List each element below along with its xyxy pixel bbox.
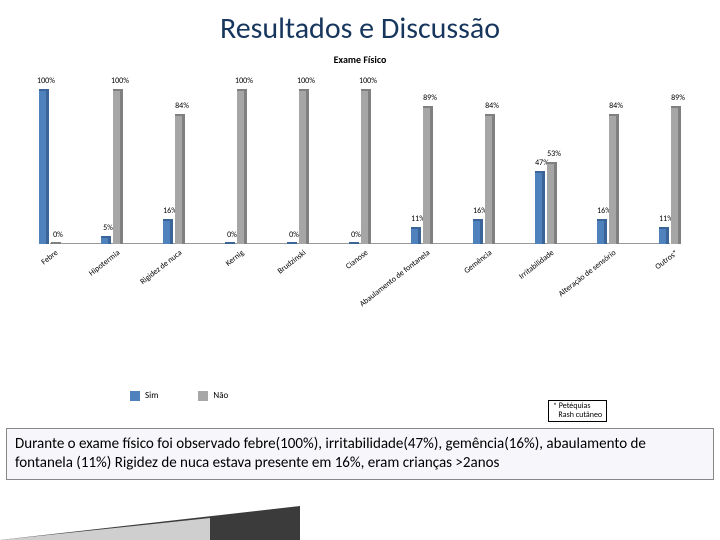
bar [597, 219, 607, 244]
x-axis-label: Hipotermia [87, 248, 122, 278]
bar-value-label: 100% [235, 76, 253, 86]
bar-value-label: 84% [609, 101, 623, 111]
bar-value-label: 89% [671, 93, 685, 103]
footnote-line2: Rash cutâneo [553, 411, 602, 420]
x-axis-labels: FebreHipotermiaRigidez de nucaKernigBrud… [50, 244, 670, 304]
bar-value-label: 0% [53, 230, 63, 240]
bar [101, 236, 111, 244]
bar [671, 106, 681, 244]
slide-root: { "title": { "text": "Resultados e Discu… [0, 0, 720, 540]
legend-swatch [130, 391, 140, 401]
bar-value-label: 0% [227, 230, 237, 240]
bar [39, 89, 49, 244]
bar [659, 227, 669, 244]
summary-text: Durante o exame físico foi observado feb… [6, 428, 714, 480]
x-axis-label: Abaulamento de fontanela [358, 248, 432, 309]
chart-legend: Sim Não [130, 390, 268, 404]
bar-value-label: 0% [351, 230, 361, 240]
chart-title: Exame Físico [0, 53, 720, 66]
bar-value-label: 100% [359, 76, 377, 86]
x-axis-label: Rigidez de nuca [138, 248, 184, 287]
page-title: Resultados e Discussão [0, 10, 720, 47]
x-axis-label: Alteração de sensório [557, 248, 618, 299]
legend-label: Não [213, 390, 228, 401]
bar-value-label: 5% [103, 223, 113, 233]
bar-chart: 100%0%5%100%16%84%0%100%0%100%0%100%11%8… [50, 74, 670, 244]
bar-value-label: 0% [289, 230, 299, 240]
bar [485, 114, 495, 244]
bar [113, 89, 123, 244]
bar [535, 171, 545, 244]
bar-value-label: 100% [111, 76, 129, 86]
bar-value-label: 84% [485, 101, 499, 111]
decor-wedge-light [0, 518, 210, 540]
legend-swatch [198, 391, 208, 401]
bars-region: 100%0%5%100%16%84%0%100%0%100%0%100%11%8… [50, 74, 670, 244]
x-axis-label: Irritabilidade [517, 248, 556, 282]
legend-item: Sim [130, 390, 158, 401]
legend-label: Sim [145, 390, 158, 401]
bar [423, 106, 433, 244]
bar-value-label: 89% [423, 93, 437, 103]
bar-value-label: 100% [37, 76, 55, 86]
legend-item: Não [198, 390, 228, 401]
x-axis-label: Brudzinski [276, 248, 308, 276]
x-axis-label: Cianose [344, 248, 370, 272]
bar [163, 219, 173, 244]
bar [547, 162, 557, 244]
x-axis-label: Febre [39, 248, 60, 267]
bar [609, 114, 619, 244]
bar [237, 89, 247, 244]
bar [411, 227, 421, 244]
bar [299, 89, 309, 244]
bar-value-label: 53% [547, 149, 561, 159]
x-axis-label: Kernig [224, 248, 246, 269]
bar-value-label: 100% [297, 76, 315, 86]
bar [361, 89, 371, 244]
x-axis-label: Gemência [462, 248, 494, 276]
bar [175, 114, 185, 244]
bar-value-label: 84% [175, 101, 189, 111]
bar [473, 219, 483, 244]
x-axis-label: Outros* [653, 248, 680, 272]
footnote: * Petéquias Rash cutâneo [548, 400, 607, 422]
